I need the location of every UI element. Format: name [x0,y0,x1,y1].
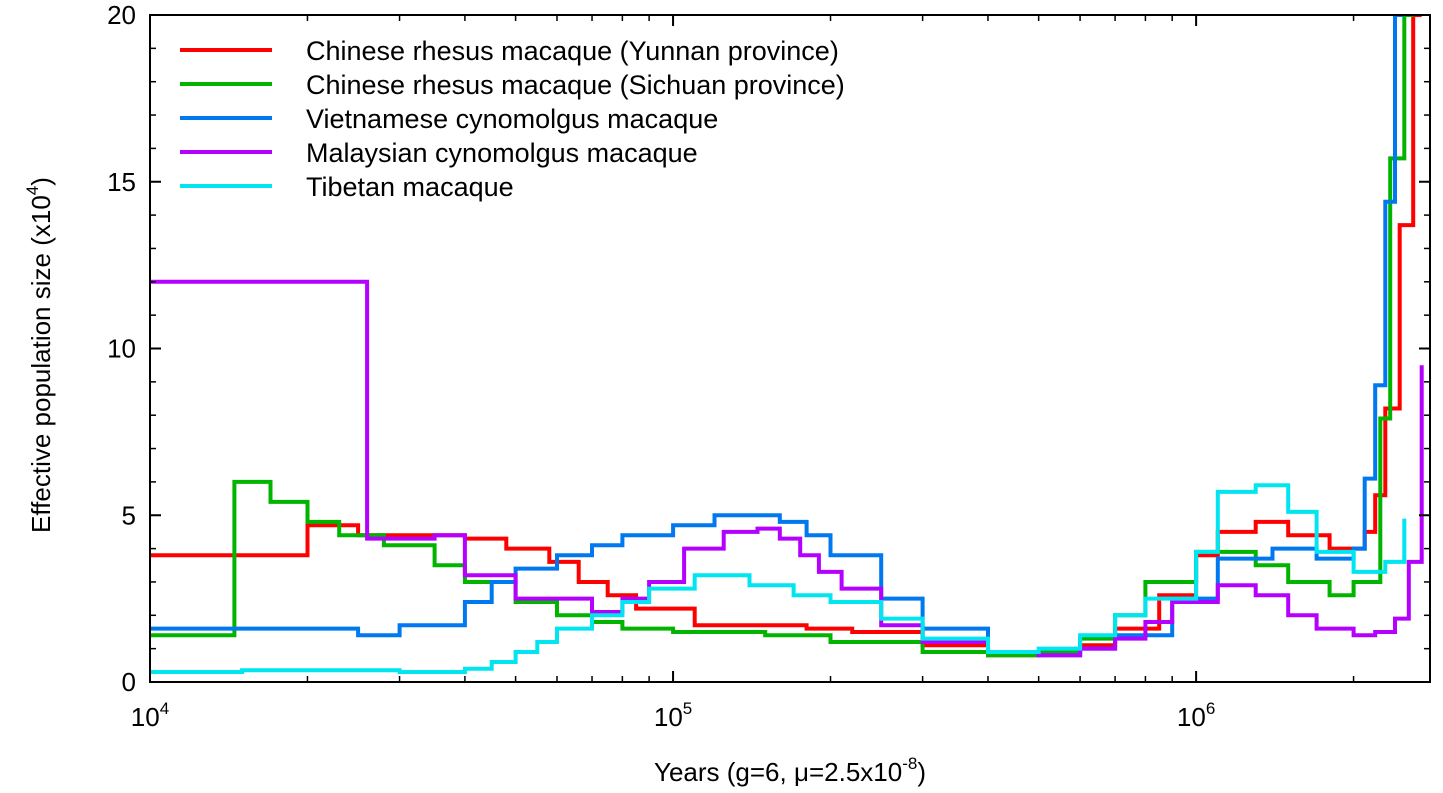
series-layer [150,15,1424,674]
ticks-layer: 0 5 10 15 20 104 105 106 [107,0,1430,732]
y-tick-label: 5 [122,500,136,530]
y-axis-title: Effective population size (x104) [23,177,56,533]
y-tick-label: 20 [107,0,136,30]
legend: Chinese rhesus macaque (Yunnan province)… [180,36,845,202]
legend-label: Chinese rhesus macaque (Yunnan province) [306,36,839,66]
y-tick-label: 15 [107,167,136,197]
series-line-5 [150,483,1407,674]
series-line-4 [150,279,1424,658]
x-tick-label: 105 [654,699,692,732]
x-tick-label: 104 [131,699,169,732]
x-axis-title: Years (g=6, μ=2.5x10-8) [654,754,926,787]
y-tick-label: 0 [122,667,136,697]
legend-label: Tibetan macaque [306,172,514,202]
legend-label: Malaysian cynomolgus macaque [306,138,698,168]
legend-label: Vietnamese cynomolgus macaque [306,104,718,134]
y-tick-label: 10 [107,334,136,364]
legend-label: Chinese rhesus macaque (Sichuan province… [306,70,845,100]
x-tick-label: 106 [1177,699,1215,732]
